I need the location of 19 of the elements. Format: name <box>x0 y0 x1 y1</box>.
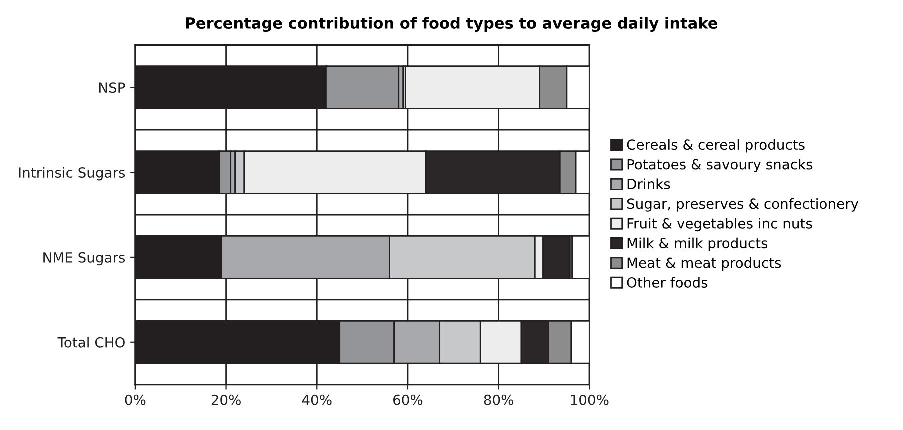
x-tick-label: 100% <box>571 394 609 406</box>
legend-label: Drinks <box>628 178 670 190</box>
legend-label: Fruit & vegetables inc nuts <box>628 218 812 232</box>
x-tick-label: 20% <box>212 394 241 406</box>
legend-label: Cereals & cereal products <box>627 139 805 153</box>
y-tick-label: NSP <box>100 82 126 94</box>
x-tick-label: 80% <box>484 394 514 406</box>
legend-label: Other foods <box>627 277 708 288</box>
y-tick-label: Intrinsic Sugars <box>19 167 126 181</box>
legend-label: Milk & milk products <box>628 238 768 252</box>
legend-label: Potatoes & savoury snacks <box>628 159 813 172</box>
chart-title: Percentage contribution of food types to average daily intake <box>186 17 718 32</box>
legend-label: Sugar, preserves & confectionery <box>627 198 859 212</box>
legend-label: Meat & meat products <box>628 258 782 271</box>
x-tick-label: 0% <box>125 394 146 406</box>
x-tick-label: 60% <box>394 394 423 406</box>
x-tick-label: 40% <box>302 394 332 406</box>
y-tick-label: NME Sugars <box>44 252 126 266</box>
y-tick-label: Total CHO <box>58 337 125 348</box>
